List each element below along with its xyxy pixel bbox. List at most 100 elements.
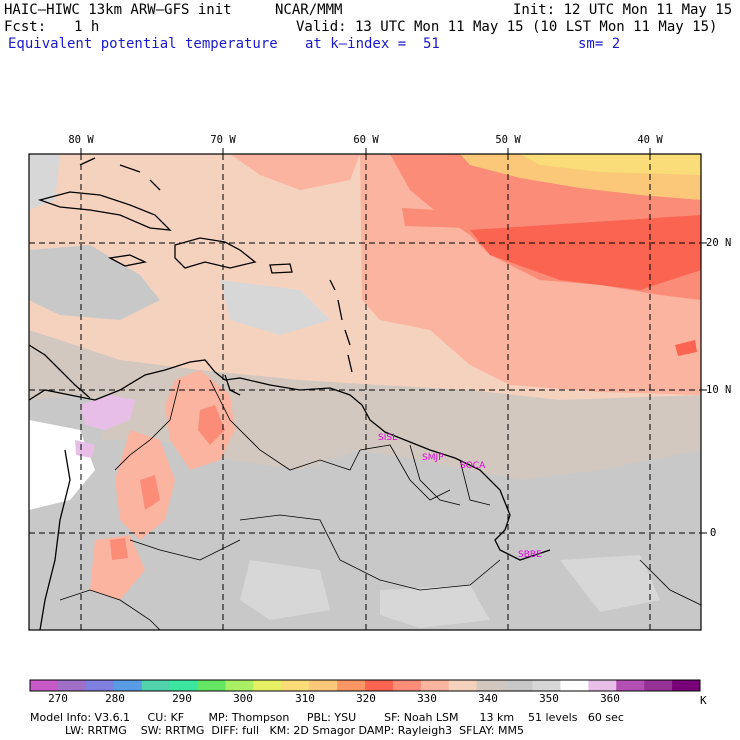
colorbar-swatch bbox=[588, 680, 617, 691]
colorbar-swatch bbox=[141, 680, 170, 691]
lon-label-40w: 40 W bbox=[637, 134, 663, 146]
lon-label-50w: 50 W bbox=[495, 134, 521, 146]
border bbox=[459, 459, 491, 506]
colorbar-unit: K bbox=[700, 694, 707, 707]
colorbar-swatch bbox=[420, 680, 450, 691]
field-name: Equivalent potential temperature bbox=[8, 36, 278, 52]
field-purple-patch bbox=[75, 440, 95, 458]
country-borders bbox=[59, 379, 701, 630]
valid-time: Valid: 13 UTC Mon 11 May 15 (10 LST Mon … bbox=[296, 19, 718, 35]
cb-label-290: 290 bbox=[172, 692, 192, 705]
tick-marks bbox=[80, 148, 707, 534]
cb-label-360: 360 bbox=[600, 692, 620, 705]
cb-label-330: 330 bbox=[417, 692, 437, 705]
cb-label-320: 320 bbox=[356, 692, 376, 705]
pacific-coast bbox=[39, 449, 71, 630]
colorbar-swatch bbox=[253, 680, 282, 691]
lesser-antilles-coast bbox=[329, 279, 353, 373]
forecast-label: Fcst: bbox=[4, 19, 47, 35]
smoothing-info: sm= 2 bbox=[578, 36, 621, 52]
lat-label-10n: 10 N bbox=[706, 384, 732, 396]
colorbar-swatch bbox=[85, 680, 115, 691]
colorbar-swatch bbox=[560, 680, 589, 691]
colorbar-swatch bbox=[392, 680, 422, 691]
border bbox=[129, 539, 241, 561]
colorbar-swatch bbox=[448, 680, 478, 691]
field-salmon-patch bbox=[90, 535, 145, 600]
lon-label-60w: 60 W bbox=[353, 134, 379, 146]
station-smjp: SMJP bbox=[422, 453, 444, 463]
colorbar-swatch bbox=[225, 680, 254, 691]
cb-label-310: 310 bbox=[295, 692, 315, 705]
colorbar-swatch bbox=[309, 680, 338, 691]
border bbox=[239, 514, 501, 591]
forecast-hours: 1 h bbox=[74, 19, 100, 35]
lon-label-70w: 70 W bbox=[210, 134, 236, 146]
graticule bbox=[29, 154, 701, 630]
border bbox=[59, 589, 161, 630]
field-grey-patch bbox=[220, 280, 330, 335]
field-grey-south bbox=[29, 440, 701, 630]
hispaniola-coast bbox=[174, 237, 257, 269]
map-frame bbox=[28, 153, 702, 631]
colorbar-swatch bbox=[504, 680, 533, 691]
colorbar-frame bbox=[29, 679, 701, 692]
field-grey-patch bbox=[240, 560, 330, 620]
colorbar-swatch bbox=[337, 680, 366, 691]
south-america-coast bbox=[29, 359, 551, 561]
colorbar-swatch bbox=[30, 680, 59, 691]
jamaica-coast bbox=[107, 254, 148, 267]
field-grey-patch bbox=[380, 585, 490, 628]
colorbar-swatch bbox=[197, 680, 226, 691]
puerto-rico-coast bbox=[269, 263, 293, 274]
central-america-coast bbox=[29, 344, 91, 399]
station-sisl: SISL bbox=[378, 433, 397, 443]
field-red-patch bbox=[110, 538, 128, 560]
field-purple-patch bbox=[80, 395, 135, 430]
field-yellow-band bbox=[520, 154, 701, 175]
lat-label-eq: 0 bbox=[710, 527, 717, 539]
bahamas-coast bbox=[79, 157, 161, 191]
organization: NCAR/MMM bbox=[275, 2, 343, 18]
border bbox=[409, 444, 461, 506]
colorbar-swatch bbox=[616, 680, 645, 691]
colorbar-swatch bbox=[532, 680, 561, 691]
colorbar-swatch bbox=[476, 680, 505, 691]
cb-label-270: 270 bbox=[48, 692, 68, 705]
field-red-patch bbox=[198, 405, 225, 445]
colorbar-swatch bbox=[57, 680, 87, 691]
border bbox=[209, 379, 361, 471]
colorbar-swatch bbox=[113, 680, 143, 691]
init-time: Init: 12 UTC Mon 11 May 15 bbox=[513, 2, 733, 18]
field-red-patch bbox=[675, 340, 697, 356]
model-info-line1: Model Info: V3.6.1 CU: KF MP: Thompson P… bbox=[30, 711, 624, 724]
field-salmon-patch bbox=[230, 154, 360, 190]
station-sbbe: SBBE bbox=[518, 550, 542, 560]
field-deep-red-band bbox=[470, 215, 701, 290]
field-grey-patch bbox=[29, 154, 60, 210]
cuba-coast bbox=[37, 191, 172, 231]
lat-label-20n: 20 N bbox=[706, 237, 732, 249]
field-red-patch bbox=[140, 475, 160, 510]
cb-label-350: 350 bbox=[539, 692, 559, 705]
border bbox=[114, 379, 181, 471]
colorbar-swatch bbox=[281, 680, 310, 691]
field-grey-patch bbox=[560, 555, 660, 612]
model-info-line2: LW: RRTMG SW: RRTMG DIFF: full KM: 2D Sm… bbox=[30, 724, 524, 737]
cb-label-340: 340 bbox=[478, 692, 498, 705]
field-red-patch bbox=[402, 208, 470, 228]
coastlines bbox=[29, 157, 551, 630]
colorbar-swatch bbox=[365, 680, 394, 691]
colorbar bbox=[29, 679, 701, 692]
cb-label-280: 280 bbox=[105, 692, 125, 705]
model-title: HAIC–HIWC 13km ARW–GFS init bbox=[4, 2, 232, 18]
field-grey-patch bbox=[29, 245, 160, 320]
colorbar-swatch bbox=[672, 680, 701, 691]
colorbar-swatch bbox=[644, 680, 673, 691]
lon-label-80w: 80 W bbox=[68, 134, 94, 146]
colorbar-swatch bbox=[169, 680, 198, 691]
station-soca: SOCA bbox=[460, 461, 486, 471]
cb-label-300: 300 bbox=[233, 692, 253, 705]
level-info: at k–index = 51 bbox=[305, 36, 440, 52]
